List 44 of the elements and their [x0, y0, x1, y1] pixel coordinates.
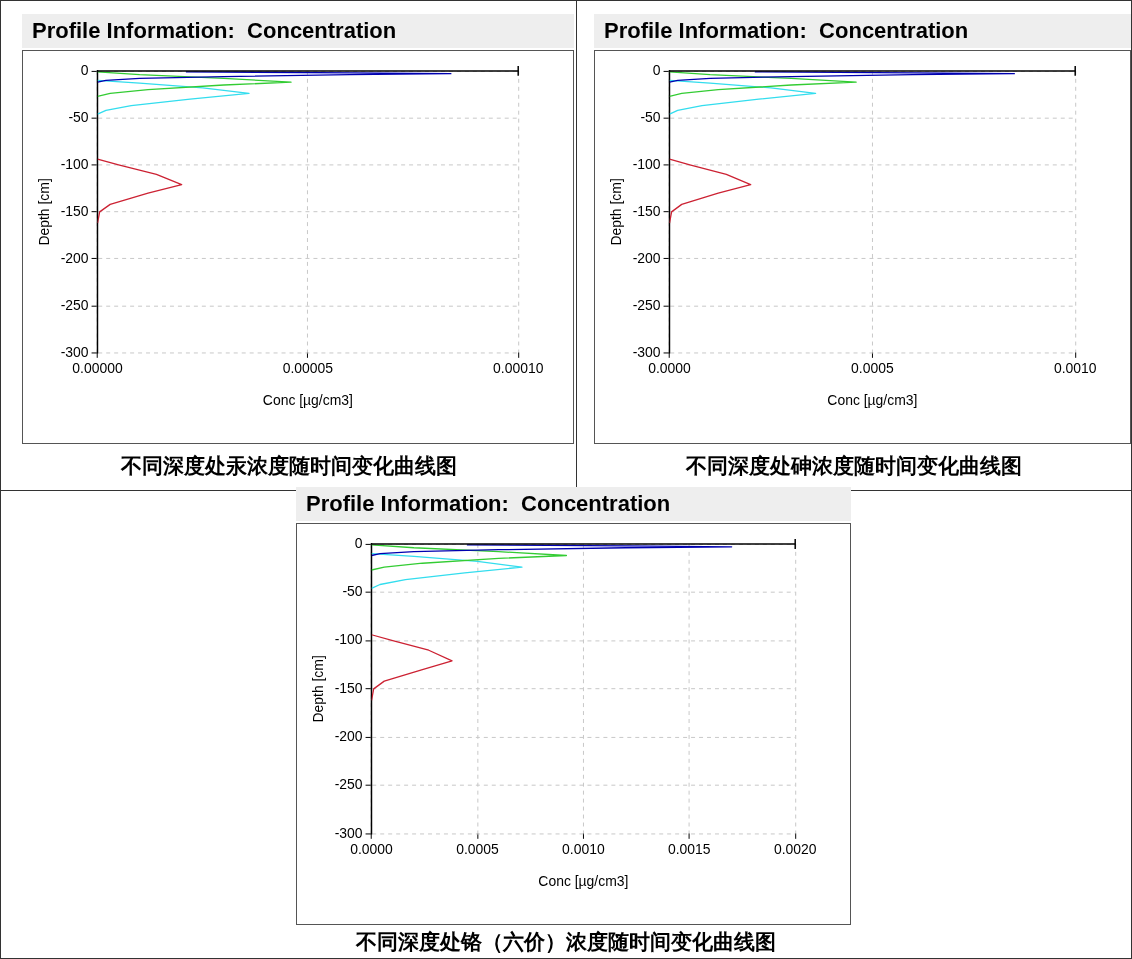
y-axis-title: Depth [cm] [608, 178, 625, 246]
y-tick-label: -150 [334, 679, 363, 696]
text: 不同深度处汞浓度随时间变化曲线图 [119, 452, 458, 480]
x-tick-label: 0.00000 [72, 360, 123, 377]
x-tick-label: 0.00010 [493, 360, 544, 377]
y-tick-label: -50 [342, 583, 363, 600]
y-tick-label: -300 [334, 824, 363, 841]
chart-title: Profile Information: Concentration [22, 14, 574, 48]
x-tick-label: 0.00005 [282, 360, 334, 377]
y-tick-label: -100 [60, 155, 89, 172]
y-tick-label: -250 [334, 776, 363, 793]
y-axis-title: Depth [cm] [310, 655, 327, 723]
y-tick-label: 0 [354, 534, 363, 551]
x-tick-label: 0.0000 [648, 360, 692, 377]
x-axis-title: Conc [µg/cm3] [827, 391, 918, 408]
y-tick-label: -300 [60, 343, 89, 360]
text: 不同深度处砷浓度随时间变化曲线图 [685, 452, 1023, 480]
x-tick-label: 0.0010 [1053, 360, 1097, 377]
text: 不同深度处铬（六价）浓度随时间变化曲线图 [355, 928, 777, 956]
y-tick-label: 0 [652, 61, 661, 78]
y-axis-title: Depth [cm] [36, 178, 53, 246]
y-tick-label: -100 [334, 631, 363, 648]
chart-title: Profile Information: Concentration [296, 487, 851, 521]
y-tick-label: -250 [60, 296, 89, 313]
y-tick-label: 0 [80, 61, 89, 78]
y-tick-label: -150 [60, 202, 89, 219]
y-tick-label: -200 [632, 249, 661, 266]
chart-title: Profile Information: Concentration [594, 14, 1131, 48]
x-axis-title: Conc [µg/cm3] [262, 391, 353, 408]
y-tick-label: -250 [632, 296, 661, 313]
y-tick-label: -200 [60, 249, 89, 266]
y-tick-label: -300 [632, 343, 661, 360]
y-tick-label: -200 [334, 728, 363, 745]
x-tick-label: 0.0005 [456, 841, 500, 858]
y-tick-label: -50 [68, 108, 89, 125]
x-tick-label: 0.0000 [350, 841, 394, 858]
y-tick-label: -50 [640, 108, 661, 125]
y-tick-label: -100 [632, 155, 661, 172]
x-axis-title: Conc [µg/cm3] [538, 872, 629, 889]
x-tick-label: 0.0005 [851, 360, 894, 377]
x-tick-label: 0.0010 [562, 841, 605, 858]
y-tick-label: -150 [632, 202, 661, 219]
x-tick-label: 0.0020 [773, 841, 817, 858]
x-tick-label: 0.0015 [667, 841, 711, 858]
